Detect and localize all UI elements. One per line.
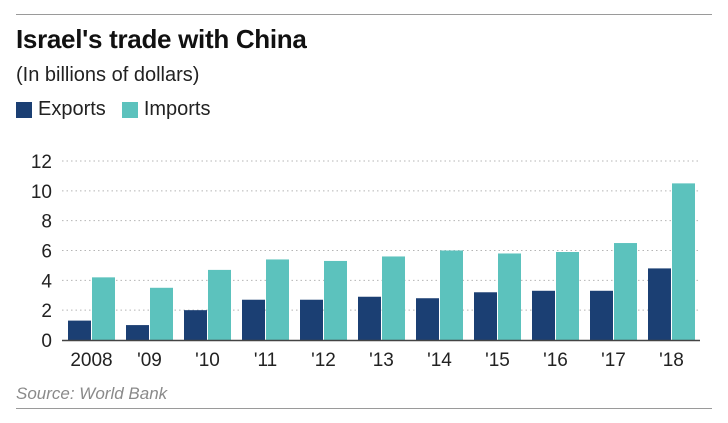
y-tick-label-4: 4 [41, 271, 52, 292]
legend-item-exports: Exports [16, 98, 106, 121]
bar-exports-5 [358, 296, 381, 340]
chart-title: Israel's trade with China [16, 24, 307, 54]
bar-imports-1 [150, 287, 173, 340]
legend: Exports Imports [16, 98, 227, 121]
top-rule [16, 14, 712, 15]
bar-imports-10 [672, 183, 695, 340]
y-tick-label-2: 2 [41, 301, 52, 322]
bar-exports-8 [532, 290, 555, 340]
legend-swatch-exports [16, 101, 32, 118]
bar-exports-2 [184, 310, 207, 340]
x-tick-label-5: '13 [369, 350, 394, 371]
bar-imports-3 [266, 259, 289, 340]
y-tick-label-8: 8 [41, 212, 52, 233]
bar-exports-9 [590, 290, 613, 340]
legend-item-imports: Imports [121, 98, 211, 121]
legend-label-exports: Exports [38, 98, 106, 120]
chart-subtitle: (In billions of dollars) [16, 64, 200, 86]
bottom-rule [16, 408, 712, 409]
x-tick-label-6: '14 [427, 350, 452, 371]
x-tick-label-4: '12 [311, 350, 336, 371]
bar-imports-4 [324, 260, 347, 340]
y-tick-label-10: 10 [31, 182, 52, 203]
bar-exports-10 [648, 268, 671, 340]
bar-exports-4 [300, 299, 323, 340]
bar-imports-9 [614, 243, 637, 340]
x-tick-label-7: '15 [485, 350, 510, 371]
bar-exports-1 [126, 325, 149, 340]
y-tick-label-0: 0 [41, 331, 52, 352]
source-note: Source: World Bank [16, 384, 168, 403]
x-tick-label-8: '16 [543, 350, 568, 371]
x-tick-label-10: '18 [659, 350, 684, 371]
legend-label-imports: Imports [143, 98, 211, 120]
bar-exports-6 [416, 298, 439, 340]
y-tick-label-6: 6 [41, 242, 52, 263]
bar-exports-3 [242, 299, 265, 340]
bar-imports-5 [382, 256, 405, 340]
x-tick-label-9: '17 [601, 350, 626, 371]
x-tick-label-2: '10 [195, 350, 220, 371]
bar-imports-0 [92, 277, 115, 340]
bar-exports-0 [68, 320, 91, 340]
x-tick-label-1: '09 [137, 350, 162, 371]
legend-swatch-imports [121, 101, 138, 118]
bar-imports-7 [498, 253, 521, 340]
bar-exports-7 [474, 292, 497, 340]
x-tick-label-3: '11 [254, 350, 277, 371]
bar-imports-8 [556, 251, 579, 340]
bar-imports-2 [208, 269, 231, 340]
x-tick-label-0: 2008 [70, 350, 112, 371]
y-tick-label-12: 12 [31, 152, 52, 173]
bar-imports-6 [440, 250, 463, 340]
